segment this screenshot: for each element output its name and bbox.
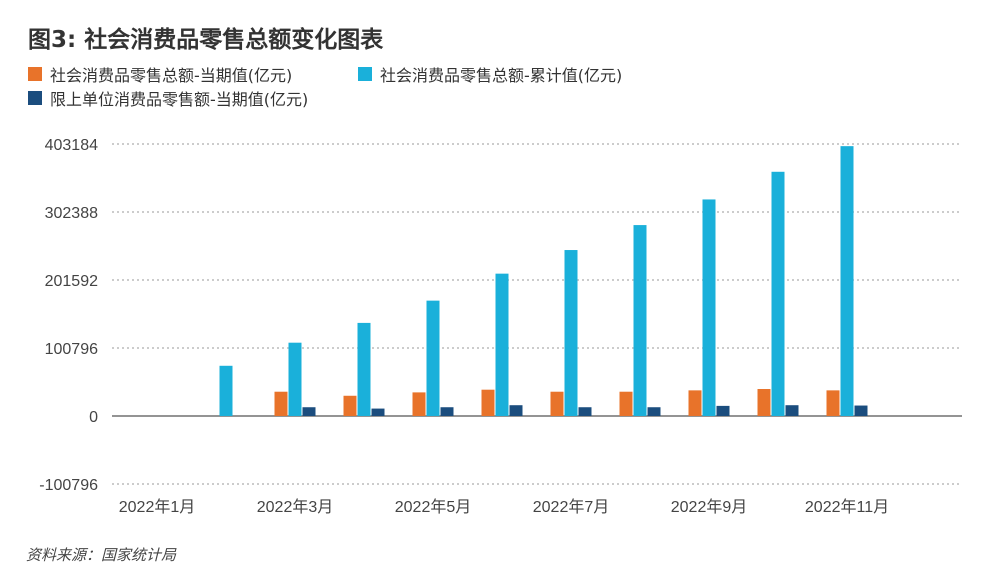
x-tick-label: 2022年1月 [119, 498, 196, 516]
source-note: 资料来源：国家统计局 [26, 546, 177, 564]
chart-title: 图3: 社会消费品零售总额变化图表 [28, 27, 384, 53]
x-tick-label: 2022年9月 [671, 498, 748, 516]
bar-series-0-10 [826, 390, 840, 416]
bar-series-1-2 [288, 342, 302, 416]
x-tick-label: 2022年3月 [257, 498, 334, 516]
bar-series-2-9 [785, 405, 799, 416]
legend-swatch-cyan [358, 67, 372, 81]
legend-label-retail-monthly: 社会消费品零售总额-当期值(亿元) [50, 66, 293, 85]
bar-series-0-6 [550, 391, 564, 416]
bar-series-2-6 [578, 407, 592, 416]
legend-swatch-navy [28, 91, 42, 105]
y-tick-label: -100796 [39, 477, 98, 494]
y-tick-label: 201592 [45, 273, 98, 290]
bar-series-2-4 [440, 407, 454, 416]
bar-series-1-5 [495, 273, 509, 416]
bar-series-2-10 [854, 405, 868, 416]
bar-series-0-7 [619, 391, 633, 416]
bar-series-2-2 [302, 407, 316, 416]
bar-series-2-5 [509, 405, 523, 416]
bar-series-0-8 [688, 390, 702, 416]
y-tick-label: 100796 [45, 341, 98, 358]
x-tick-label: 2022年5月 [395, 498, 472, 516]
legend-label-retail-cumulative: 社会消费品零售总额-累计值(亿元) [380, 66, 623, 85]
bar-series-1-6 [564, 250, 578, 416]
bar-series-2-3 [371, 408, 385, 416]
bar-series-1-4 [426, 300, 440, 416]
bar-series-1-3 [357, 322, 371, 416]
bar-series-2-8 [716, 405, 730, 416]
y-tick-label: 403184 [45, 137, 98, 154]
bar-series-1-9 [771, 171, 785, 416]
bar-series-1-8 [702, 199, 716, 416]
x-tick-label: 2022年11月 [805, 498, 889, 516]
legend-item-retail-monthly: 社会消费品零售总额-当期值(亿元) [28, 62, 292, 86]
bar-series-1-1 [219, 365, 233, 416]
y-tick-label: 0 [89, 409, 98, 426]
legend-item-above-limit-monthly: 限上单位消费品零售额-当期值(亿元) [28, 86, 308, 110]
bar-series-1-10 [840, 146, 854, 417]
bar-series-0-2 [274, 391, 288, 416]
y-tick-label: 302388 [45, 205, 98, 222]
bar-series-0-5 [481, 389, 495, 416]
legend-swatch-orange [28, 67, 42, 81]
bar-series-0-4 [412, 392, 426, 416]
legend-label-above-limit-monthly: 限上单位消费品零售额-当期值(亿元) [50, 90, 309, 109]
bar-series-0-3 [343, 395, 357, 416]
bar-series-2-7 [647, 407, 661, 416]
legend-item-retail-cumulative: 社会消费品零售总额-累计值(亿元) [358, 62, 622, 86]
bar-series-1-7 [633, 225, 647, 416]
bar-series-0-9 [757, 389, 771, 416]
x-tick-label: 2022年7月 [533, 498, 610, 516]
